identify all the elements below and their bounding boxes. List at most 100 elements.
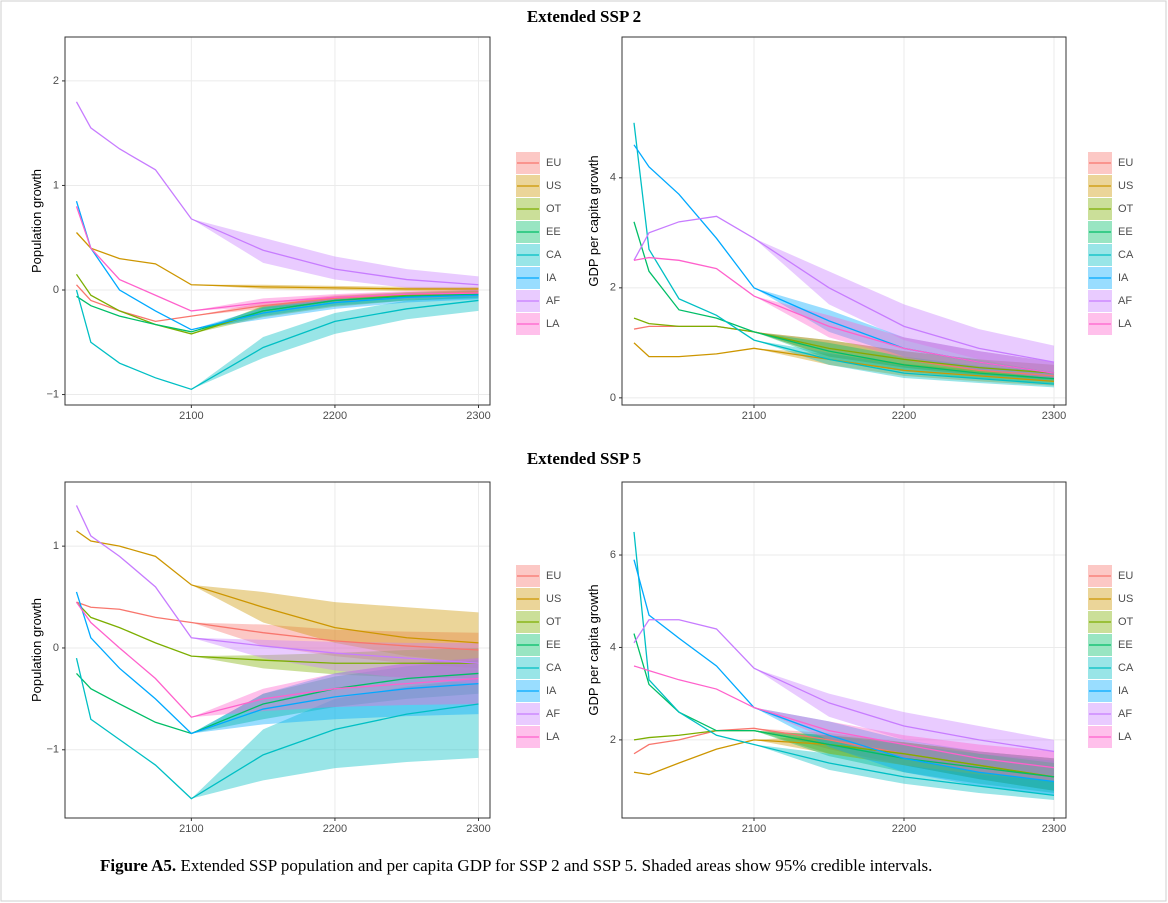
x-tick-label: 2300 [1042, 410, 1066, 422]
legend-item: LA [1088, 313, 1132, 335]
legend-label: EU [546, 570, 561, 582]
legend-item: US [516, 588, 561, 610]
legend-item: AF [516, 703, 560, 725]
plot-marks [75, 101, 479, 391]
credible-band [191, 637, 479, 684]
series-line [633, 215, 1055, 363]
credible-band [754, 287, 1054, 379]
legend-label: AF [1118, 708, 1132, 720]
legend-label: EU [1118, 570, 1133, 582]
plot-marks [75, 505, 479, 800]
legend-label: OT [1118, 203, 1134, 215]
legend-label: LA [546, 318, 560, 330]
x-tick-label: 2100 [742, 410, 766, 422]
y-axis-label: GDP per capita growth [586, 584, 601, 715]
y-tick-label: 1 [53, 179, 59, 191]
legend-label: US [1118, 593, 1133, 605]
caption-label: Figure A5. [100, 856, 176, 875]
legend-item: IA [516, 267, 557, 289]
x-tick-label: 2200 [323, 410, 347, 422]
credible-band [754, 707, 1054, 796]
plot-border [621, 36, 1067, 406]
series-line [633, 256, 1055, 374]
panel: −1 0 1 2 2100 2200 2300 Population growth EU US OT… [29, 36, 562, 422]
series-line [76, 601, 479, 651]
legend-label: LA [546, 731, 560, 743]
credible-band [754, 331, 1054, 382]
series-line [75, 601, 479, 718]
series-line [75, 657, 479, 800]
series-line [633, 122, 1055, 385]
x-tick-label: 2100 [742, 823, 766, 835]
legend-label: IA [546, 685, 557, 697]
y-tick-label: 6 [610, 549, 616, 561]
legend-label: OT [1118, 616, 1134, 628]
legend-item: EE [516, 634, 561, 656]
series-line [75, 101, 479, 286]
legend-label: OT [546, 203, 562, 215]
legend-label: EU [1118, 157, 1133, 169]
credible-band [754, 730, 1054, 794]
series-line [633, 221, 1055, 380]
legend-label: OT [546, 616, 562, 628]
series-line [76, 293, 479, 333]
x-tick-label: 2100 [179, 410, 203, 422]
series-line [633, 531, 1055, 796]
legend-item: CA [1088, 244, 1134, 266]
legend-label: US [546, 180, 561, 192]
series-line [75, 273, 479, 335]
x-tick-label: 2300 [466, 823, 490, 835]
credible-band [191, 658, 479, 718]
series-line [75, 505, 479, 664]
x-tick-label: 2200 [892, 823, 916, 835]
series-line [633, 633, 1055, 778]
legend-item: AF [1088, 703, 1132, 725]
series-line [633, 342, 1055, 382]
legend-item: EE [516, 221, 561, 243]
legend-label: IA [1118, 685, 1129, 697]
credible-band [191, 678, 479, 799]
legend-label: CA [546, 662, 562, 674]
credible-band [754, 730, 1054, 791]
legend-item: AF [1088, 290, 1132, 312]
legend-label: LA [1118, 318, 1132, 330]
legend-label: EE [1118, 639, 1133, 651]
plot-area [65, 37, 490, 405]
legend-item: OT [516, 611, 562, 633]
series-line [633, 665, 1055, 769]
legend-label: EE [1118, 226, 1133, 238]
plot-area [622, 37, 1066, 405]
series-line [76, 601, 479, 664]
legend-label: AF [546, 295, 560, 307]
legend-item: US [516, 175, 561, 197]
legend-label: EU [546, 157, 561, 169]
legend-label: CA [546, 249, 562, 261]
legend-item: IA [1088, 680, 1129, 702]
x-tick-label: 2200 [892, 410, 916, 422]
legend-item: EE [1088, 634, 1133, 656]
legend-label: EE [546, 226, 561, 238]
x-tick-label: 2300 [466, 410, 490, 422]
y-axis-label: GDP per capita growth [586, 155, 601, 286]
y-axis-label: Population growth [29, 598, 44, 702]
y-tick-label: 2 [53, 75, 59, 87]
legend-item: CA [516, 244, 562, 266]
section-title: Extended SSP 2 [527, 7, 641, 26]
series-line [75, 206, 479, 312]
legend-item: LA [1088, 726, 1132, 748]
x-tick-label: 2200 [323, 823, 347, 835]
legend-label: IA [1118, 272, 1129, 284]
legend-item: EU [1088, 152, 1133, 174]
y-tick-label: 0 [53, 284, 59, 296]
credible-band [191, 584, 479, 664]
credible-band [754, 296, 1054, 379]
series-line [76, 232, 479, 290]
y-axis-label: Population growth [29, 169, 44, 273]
series-line [633, 619, 1055, 753]
y-tick-label: 0 [53, 642, 59, 654]
plot-border [621, 481, 1067, 819]
credible-band [754, 735, 1054, 791]
credible-band [191, 218, 479, 292]
legend-label: CA [1118, 662, 1134, 674]
